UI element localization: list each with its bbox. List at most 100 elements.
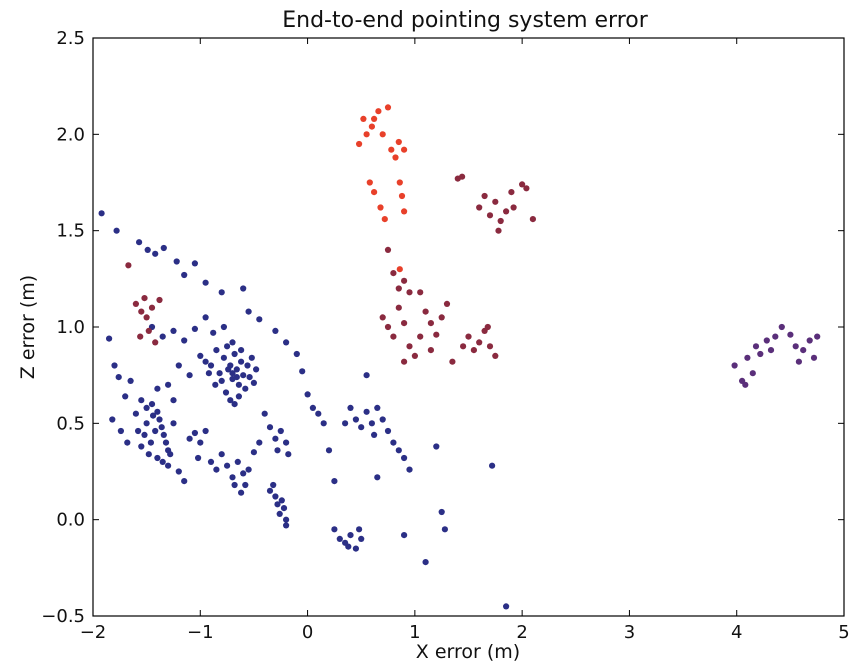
- data-point: [197, 439, 204, 446]
- data-point: [231, 350, 238, 358]
- data-point: [417, 333, 424, 340]
- data-point: [427, 347, 434, 354]
- data-point: [277, 427, 284, 435]
- data-point: [132, 410, 139, 417]
- data-point: [519, 181, 526, 188]
- data-point: [224, 343, 231, 350]
- data-point: [283, 339, 290, 346]
- data-point: [238, 358, 245, 365]
- data-point: [352, 545, 359, 552]
- data-point: [145, 327, 152, 334]
- data-point: [111, 362, 118, 369]
- data-point: [401, 208, 408, 215]
- data-point: [497, 217, 504, 225]
- data-point: [154, 385, 161, 392]
- data-point: [529, 216, 537, 223]
- data-point: [124, 439, 131, 446]
- data-point: [186, 372, 193, 379]
- data-point: [143, 420, 150, 427]
- data-point: [481, 192, 488, 200]
- data-point: [371, 189, 378, 196]
- data-point: [272, 327, 279, 334]
- data-point: [167, 451, 174, 458]
- data-point: [476, 204, 483, 211]
- data-point: [147, 439, 154, 446]
- data-point: [220, 354, 227, 361]
- data-point: [375, 108, 382, 115]
- data-point: [274, 447, 281, 454]
- data-point: [278, 497, 285, 504]
- data-point: [210, 329, 217, 336]
- data-point: [368, 420, 375, 427]
- chart-title: End-to-end pointing system error: [282, 8, 648, 33]
- data-point: [248, 354, 255, 361]
- data-point: [757, 350, 764, 358]
- data-point: [266, 424, 274, 431]
- data-point: [218, 289, 225, 296]
- data-point: [388, 146, 395, 153]
- data-point: [396, 179, 403, 186]
- data-point: [342, 420, 349, 427]
- data-point: [256, 439, 263, 446]
- data-point: [508, 189, 515, 196]
- data-point: [371, 115, 378, 122]
- data-point: [283, 516, 290, 523]
- data-point: [465, 333, 472, 340]
- data-point: [285, 451, 292, 458]
- data-point: [235, 381, 242, 388]
- data-point: [320, 420, 327, 427]
- data-point: [752, 343, 760, 350]
- data-point: [309, 404, 316, 411]
- data-point: [422, 559, 429, 566]
- data-point: [160, 431, 167, 438]
- data-point: [138, 443, 145, 450]
- data-point: [304, 391, 311, 398]
- y-tick-label: 2.0: [56, 124, 85, 145]
- axis-ticks: −2 −1 0 1 2 3 4 5 −0.5 0.0 0.5 1.0 1.5 2.0 2.5: [41, 28, 849, 643]
- data-point: [231, 481, 238, 489]
- data-point: [245, 308, 252, 315]
- data-point: [191, 325, 198, 332]
- data-point: [181, 478, 188, 485]
- x-tick-label: 2: [516, 622, 527, 643]
- data-point: [115, 374, 122, 381]
- data-point: [331, 478, 338, 485]
- data-point: [242, 385, 249, 392]
- data-point: [283, 522, 290, 529]
- data-point: [170, 327, 177, 334]
- data-point: [227, 397, 234, 404]
- data-point: [495, 227, 502, 234]
- data-point: [379, 314, 386, 321]
- data-point: [117, 427, 124, 435]
- data-point: [233, 366, 240, 373]
- x-tick-label: 0: [302, 622, 313, 643]
- data-point: [384, 246, 392, 253]
- data-point: [202, 358, 209, 365]
- data-point: [238, 347, 245, 354]
- data-point: [274, 501, 281, 508]
- data-point: [224, 462, 231, 469]
- data-point: [229, 339, 236, 346]
- data-point: [186, 435, 193, 442]
- data-point: [315, 410, 322, 417]
- data-point: [156, 416, 163, 423]
- data-point: [810, 354, 818, 361]
- data-point: [197, 352, 204, 359]
- data-point: [347, 404, 354, 411]
- data-point: [150, 412, 157, 419]
- data-point: [787, 331, 794, 338]
- data-point: [216, 370, 223, 377]
- data-point: [256, 316, 263, 323]
- data-point: [218, 451, 225, 458]
- data-point: [233, 374, 240, 381]
- data-point: [384, 323, 392, 331]
- data-point: [234, 458, 241, 465]
- y-tick-label: 2.5: [56, 28, 85, 49]
- data-point: [191, 260, 198, 267]
- x-tick-label: 3: [624, 622, 635, 643]
- data-point: [377, 204, 384, 211]
- data-point: [489, 462, 496, 469]
- data-point: [390, 270, 397, 277]
- data-point: [406, 343, 413, 350]
